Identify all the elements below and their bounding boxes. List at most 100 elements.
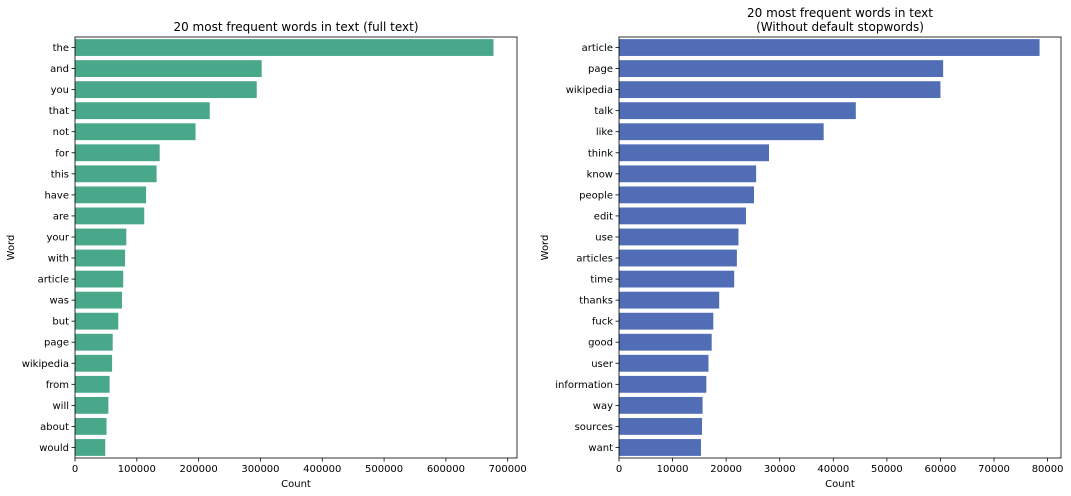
bar-know bbox=[619, 165, 757, 183]
y-tick-label: about bbox=[40, 422, 69, 433]
bar-with bbox=[75, 249, 126, 267]
x-tick-label: 100000 bbox=[118, 464, 156, 475]
y-tick-label: will bbox=[52, 401, 69, 412]
x-axis-label: Count bbox=[825, 479, 855, 490]
bar-about bbox=[75, 418, 107, 435]
bar-talk bbox=[619, 102, 856, 120]
x-tick-label: 70000 bbox=[978, 464, 1010, 475]
y-tick-label: your bbox=[47, 232, 70, 243]
x-tick-label: 30000 bbox=[764, 464, 796, 475]
bar-your bbox=[75, 228, 127, 246]
y-tick-label: think bbox=[588, 148, 613, 159]
bar-way bbox=[619, 396, 703, 414]
bar-for bbox=[75, 144, 160, 162]
y-tick-label: page bbox=[588, 64, 613, 75]
y-tick-label: information bbox=[555, 380, 613, 391]
bar-articles bbox=[619, 249, 737, 267]
y-tick-label: are bbox=[53, 211, 69, 222]
bar-and bbox=[75, 60, 262, 77]
y-tick-label: want bbox=[588, 443, 613, 454]
bar-that bbox=[75, 102, 210, 120]
plot-frame bbox=[618, 36, 1062, 459]
x-tick-label: 0 bbox=[72, 464, 78, 475]
bar-people bbox=[619, 186, 755, 204]
bar-wikipedia bbox=[619, 81, 941, 99]
y-tick-label: for bbox=[55, 148, 70, 159]
x-tick-label: 500000 bbox=[365, 464, 403, 475]
y-tick-label: was bbox=[49, 296, 69, 307]
x-axis-label: Count bbox=[281, 479, 311, 490]
bar-fuck bbox=[619, 312, 714, 330]
bar-sources bbox=[619, 418, 703, 435]
bar-edit bbox=[619, 207, 746, 225]
y-tick-label: and bbox=[50, 64, 69, 75]
y-tick-label: you bbox=[51, 85, 69, 96]
y-tick-label: edit bbox=[594, 211, 613, 222]
chart-panel-2: article page wikipedia talk like think know peo… bbox=[540, 6, 1064, 490]
chart-title: 20 most frequent words in text (full tex… bbox=[173, 20, 418, 34]
bar-the bbox=[75, 39, 494, 56]
x-tick-label: 600000 bbox=[427, 464, 465, 475]
x-tick-label: 400000 bbox=[303, 464, 341, 475]
x-tick-label: 0 bbox=[616, 464, 622, 475]
bar-from bbox=[75, 375, 110, 393]
y-tick-label: know bbox=[587, 169, 613, 180]
y-tick-label: article bbox=[582, 43, 613, 54]
bar-wikipedia bbox=[75, 354, 113, 372]
y-tick-label: article bbox=[38, 275, 69, 286]
y-tick-label: fuck bbox=[592, 317, 613, 328]
x-tick-label: 200000 bbox=[180, 464, 218, 475]
y-tick-label: like bbox=[596, 127, 613, 138]
bar-you bbox=[75, 81, 257, 99]
chart-panel-1: the and you that not for this have are your with ar… bbox=[6, 20, 527, 490]
y-tick-label: have bbox=[44, 190, 69, 201]
x-tick-label: 10000 bbox=[657, 464, 689, 475]
bar-was bbox=[75, 291, 122, 309]
bar-thanks bbox=[619, 291, 720, 309]
bar-want bbox=[619, 439, 701, 456]
y-tick-label: this bbox=[51, 169, 69, 180]
y-tick-label: time bbox=[590, 275, 613, 286]
x-tick-label: 20000 bbox=[710, 464, 742, 475]
x-tick-label: 80000 bbox=[1032, 464, 1064, 475]
x-tick-label: 60000 bbox=[925, 464, 957, 475]
bar-but bbox=[75, 312, 119, 330]
x-tick-label: 300000 bbox=[241, 464, 279, 475]
bar-will bbox=[75, 396, 109, 414]
bar-page bbox=[75, 333, 113, 351]
y-tick-label: from bbox=[46, 380, 69, 391]
y-tick-label: use bbox=[595, 232, 613, 243]
y-tick-label: user bbox=[591, 359, 614, 370]
bar-user bbox=[619, 354, 709, 372]
y-tick-label: not bbox=[53, 127, 69, 138]
bar-article bbox=[75, 270, 124, 288]
chart-title-line-1: 20 most frequent words in text bbox=[747, 6, 933, 20]
x-tick-label: 50000 bbox=[871, 464, 903, 475]
bar-like bbox=[619, 123, 824, 141]
bar-have bbox=[75, 186, 147, 204]
y-tick-label: thanks bbox=[579, 296, 613, 307]
chart-title-line-2: (Without default stopwords) bbox=[756, 20, 924, 34]
y-tick-label: people bbox=[579, 190, 613, 201]
y-tick-label: wikipedia bbox=[22, 359, 69, 370]
bar-good bbox=[619, 333, 712, 351]
bar-use bbox=[619, 228, 739, 246]
bar-would bbox=[75, 439, 106, 456]
y-tick-label: with bbox=[48, 254, 69, 265]
bar-page bbox=[619, 60, 944, 77]
plot-frame bbox=[74, 36, 518, 459]
bar-information bbox=[619, 375, 707, 393]
y-tick-label: the bbox=[53, 43, 69, 54]
y-axis-label: Word bbox=[540, 235, 551, 261]
bar-article bbox=[619, 39, 1040, 56]
bar-time bbox=[619, 270, 735, 288]
y-tick-label: but bbox=[52, 317, 69, 328]
y-tick-label: wikipedia bbox=[566, 85, 613, 96]
y-tick-label: articles bbox=[576, 254, 613, 265]
y-tick-label: talk bbox=[594, 106, 613, 117]
bar-not bbox=[75, 123, 196, 141]
y-tick-label: sources bbox=[575, 422, 613, 433]
y-tick-label: that bbox=[49, 106, 69, 117]
x-tick-label: 40000 bbox=[817, 464, 849, 475]
y-axis-label: Word bbox=[6, 235, 17, 261]
